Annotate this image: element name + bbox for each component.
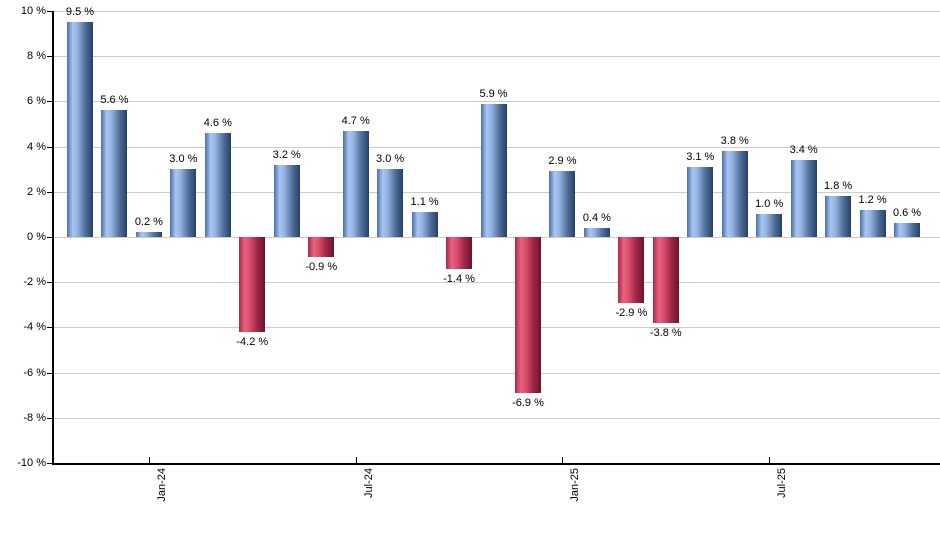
y-axis-tick-label: 0 % bbox=[27, 231, 46, 243]
y-axis-tick-label: -4 % bbox=[23, 321, 46, 334]
x-axis-tick bbox=[769, 457, 771, 463]
bar-value-label: 0.4 % bbox=[582, 211, 611, 224]
y-axis-tick bbox=[47, 237, 52, 238]
bar-negative bbox=[239, 237, 266, 332]
y-axis-tick-label: 8 % bbox=[27, 50, 46, 63]
bar-value-label: 1.2 % bbox=[858, 193, 887, 206]
bar-positive bbox=[411, 212, 438, 237]
bar-value-label: 3.8 % bbox=[720, 135, 749, 148]
bar-negative bbox=[652, 237, 679, 323]
gridline bbox=[54, 56, 940, 58]
bar-positive bbox=[859, 209, 886, 237]
bar-value-label: 3.1 % bbox=[686, 150, 715, 163]
bar-positive bbox=[549, 171, 576, 237]
y-axis-line bbox=[52, 11, 54, 465]
bar-positive bbox=[170, 169, 197, 237]
gridline bbox=[54, 417, 940, 419]
bar-value-label: -0.9 % bbox=[305, 261, 338, 274]
bar-value-label: 1.0 % bbox=[755, 198, 784, 211]
y-axis-tick bbox=[47, 56, 52, 58]
gridline bbox=[54, 327, 940, 329]
y-axis-tick-label: -8 % bbox=[23, 411, 46, 424]
gridline bbox=[54, 237, 940, 238]
bar-value-label: 5.9 % bbox=[479, 87, 508, 100]
gridline bbox=[54, 372, 940, 374]
bar-positive bbox=[894, 223, 921, 237]
y-axis-tick bbox=[47, 417, 52, 419]
y-axis-tick-label: 6 % bbox=[27, 95, 46, 108]
bar-negative bbox=[308, 237, 335, 258]
y-axis-tick-label: -10 % bbox=[17, 457, 46, 469]
bar-positive bbox=[135, 232, 162, 237]
x-axis-tick-label: Jan-25 bbox=[569, 468, 582, 502]
gridline bbox=[54, 101, 940, 103]
gridline bbox=[54, 282, 940, 284]
bar-positive bbox=[204, 133, 231, 237]
bar-value-label: -6.9 % bbox=[512, 396, 544, 409]
bar-value-label: 3.2 % bbox=[272, 148, 301, 161]
bar-value-label: 3.4 % bbox=[789, 144, 818, 157]
bar-positive bbox=[480, 103, 507, 237]
bar-value-label: 4.6 % bbox=[203, 117, 232, 130]
bar-positive bbox=[377, 169, 404, 237]
y-axis-tick-label: 2 % bbox=[27, 185, 46, 198]
bar-negative bbox=[618, 237, 645, 303]
bar-value-label: 2.9 % bbox=[548, 155, 577, 168]
y-axis-tick-label: 4 % bbox=[27, 140, 46, 153]
y-axis-tick bbox=[47, 146, 52, 148]
bar-positive bbox=[790, 160, 817, 237]
bar-positive bbox=[273, 164, 300, 237]
x-axis-tick bbox=[562, 457, 564, 463]
y-axis-tick bbox=[47, 463, 52, 464]
bar-value-label: 0.6 % bbox=[892, 207, 922, 220]
x-axis-tick-label: Jul-24 bbox=[362, 468, 375, 498]
y-axis-tick bbox=[47, 191, 52, 193]
bar-value-label: 9.5 % bbox=[65, 6, 95, 19]
y-axis-tick bbox=[47, 101, 52, 103]
bar-value-label: -1.4 % bbox=[443, 272, 475, 285]
bar-value-label: 1.8 % bbox=[824, 180, 853, 193]
x-axis-tick-label: Jul-25 bbox=[776, 468, 789, 498]
y-axis-tick-label: 10 % bbox=[20, 5, 46, 17]
bar-value-label: 3.0 % bbox=[169, 153, 198, 166]
bar-negative bbox=[446, 237, 473, 269]
bar-value-label: -3.8 % bbox=[649, 326, 682, 339]
y-axis-tick bbox=[47, 282, 52, 284]
bar-positive bbox=[756, 214, 783, 237]
bar-negative bbox=[514, 237, 541, 393]
y-axis-tick bbox=[47, 372, 52, 374]
x-axis-line bbox=[52, 463, 940, 465]
bar-positive bbox=[342, 130, 369, 237]
bar-value-label: 4.7 % bbox=[341, 114, 370, 127]
bar-value-label: 0.2 % bbox=[134, 216, 163, 229]
x-axis-tick bbox=[148, 457, 150, 463]
y-axis-tick bbox=[47, 11, 52, 12]
bar-value-label: -2.9 % bbox=[615, 306, 648, 319]
y-axis-tick bbox=[47, 327, 52, 329]
bar-positive bbox=[67, 22, 93, 237]
bar-value-label: 1.1 % bbox=[410, 196, 439, 209]
bar-value-label: -4.2 % bbox=[236, 335, 269, 348]
y-axis-tick-label: -6 % bbox=[23, 366, 46, 379]
bar-positive bbox=[101, 110, 128, 237]
gridline bbox=[54, 11, 940, 12]
bar-positive bbox=[721, 151, 748, 237]
y-axis-tick-label: -2 % bbox=[23, 276, 46, 289]
x-axis-tick-label: Jan-24 bbox=[155, 468, 168, 502]
x-axis-tick bbox=[355, 457, 357, 463]
bar-positive bbox=[687, 166, 714, 237]
bar-value-label: 3.0 % bbox=[376, 153, 405, 166]
bar-positive bbox=[825, 196, 852, 237]
bar-value-label: 5.6 % bbox=[100, 94, 129, 107]
bar-positive bbox=[583, 227, 610, 237]
